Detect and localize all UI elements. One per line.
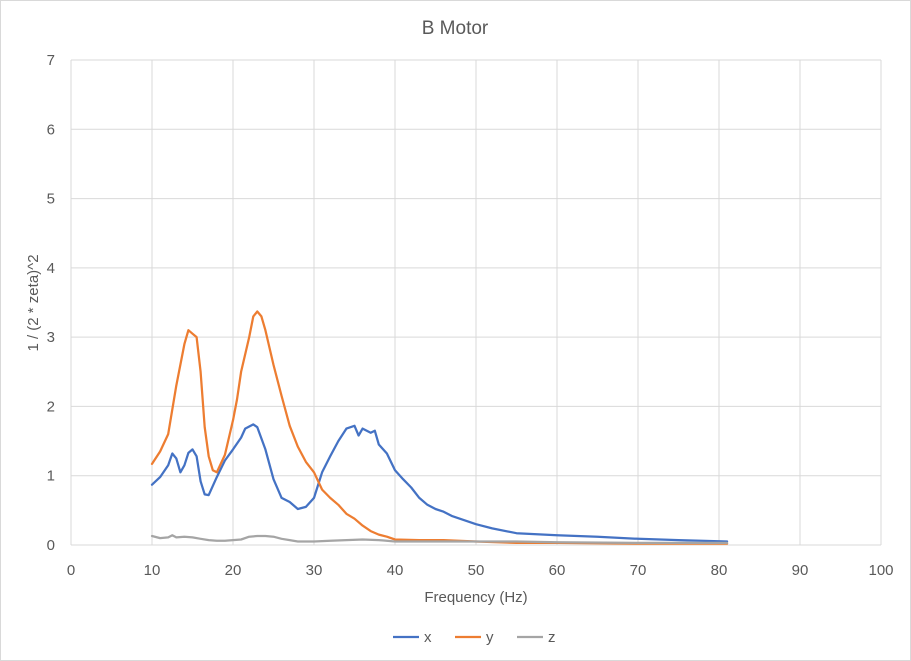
x-tick-label: 40 <box>387 562 404 579</box>
series-lines <box>150 310 729 545</box>
y-tick-label: 1 <box>47 468 55 485</box>
x-axis-ticks: 0 10 20 30 40 50 60 70 80 90 100 <box>67 562 894 579</box>
x-tick-label: 50 <box>468 562 485 579</box>
x-tick-label: 10 <box>144 562 161 579</box>
x-tick-label: 30 <box>306 562 323 579</box>
x-tick-label: 80 <box>711 562 728 579</box>
series-line-y <box>150 310 729 545</box>
series-line-x <box>150 423 729 543</box>
x-axis-label: Frequency (Hz) <box>424 589 527 606</box>
legend-label-z: z <box>548 629 556 646</box>
y-tick-label: 4 <box>47 260 55 277</box>
y-tick-label: 0 <box>47 537 55 554</box>
x-tick-label: 70 <box>630 562 647 579</box>
legend-label-y: y <box>486 629 494 646</box>
legend-label-x: x <box>424 629 432 646</box>
x-tick-label: 20 <box>225 562 242 579</box>
x-tick-label: 60 <box>549 562 566 579</box>
x-tick-label: 90 <box>792 562 809 579</box>
y-tick-label: 2 <box>47 398 55 415</box>
legend: x y z <box>393 629 556 646</box>
y-tick-label: 3 <box>47 329 55 346</box>
y-tick-label: 5 <box>47 191 55 208</box>
y-axis-ticks: 0 1 2 3 4 5 6 7 <box>47 52 55 554</box>
series-line-z <box>150 534 729 545</box>
y-tick-label: 6 <box>47 121 55 138</box>
x-tick-label: 0 <box>67 562 75 579</box>
x-tick-label: 100 <box>868 562 893 579</box>
gridlines <box>70 59 882 546</box>
y-axis-label: 1 / (2 * zeta)^2 <box>25 254 42 351</box>
chart-title: B Motor <box>422 18 489 39</box>
y-tick-label: 7 <box>47 52 55 69</box>
